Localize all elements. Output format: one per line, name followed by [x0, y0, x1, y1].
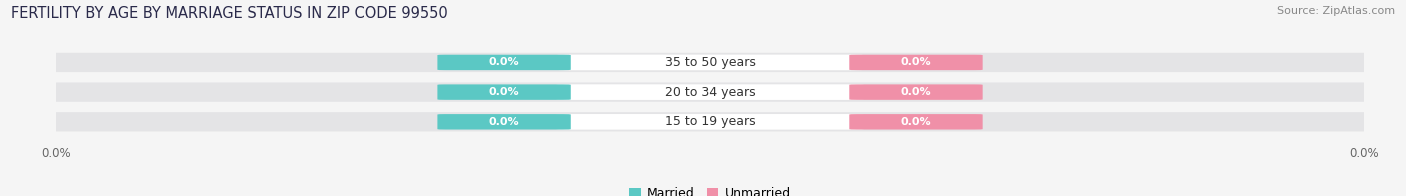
Text: 0.0%: 0.0%: [901, 87, 931, 97]
Text: Source: ZipAtlas.com: Source: ZipAtlas.com: [1277, 6, 1395, 16]
FancyBboxPatch shape: [46, 83, 1374, 102]
FancyBboxPatch shape: [557, 84, 863, 100]
FancyBboxPatch shape: [437, 55, 571, 70]
Text: 0.0%: 0.0%: [901, 117, 931, 127]
Text: 0.0%: 0.0%: [901, 57, 931, 67]
Text: 0.0%: 0.0%: [489, 57, 519, 67]
Text: FERTILITY BY AGE BY MARRIAGE STATUS IN ZIP CODE 99550: FERTILITY BY AGE BY MARRIAGE STATUS IN Z…: [11, 6, 449, 21]
FancyBboxPatch shape: [46, 112, 1374, 132]
FancyBboxPatch shape: [46, 53, 1374, 72]
FancyBboxPatch shape: [849, 84, 983, 100]
FancyBboxPatch shape: [557, 55, 863, 70]
Text: 20 to 34 years: 20 to 34 years: [665, 86, 755, 99]
FancyBboxPatch shape: [849, 114, 983, 130]
Text: 35 to 50 years: 35 to 50 years: [665, 56, 755, 69]
Legend: Married, Unmarried: Married, Unmarried: [624, 182, 796, 196]
Text: 15 to 19 years: 15 to 19 years: [665, 115, 755, 128]
FancyBboxPatch shape: [437, 84, 571, 100]
Text: 0.0%: 0.0%: [489, 117, 519, 127]
FancyBboxPatch shape: [557, 114, 863, 130]
FancyBboxPatch shape: [437, 114, 571, 130]
Text: 0.0%: 0.0%: [489, 87, 519, 97]
FancyBboxPatch shape: [849, 55, 983, 70]
